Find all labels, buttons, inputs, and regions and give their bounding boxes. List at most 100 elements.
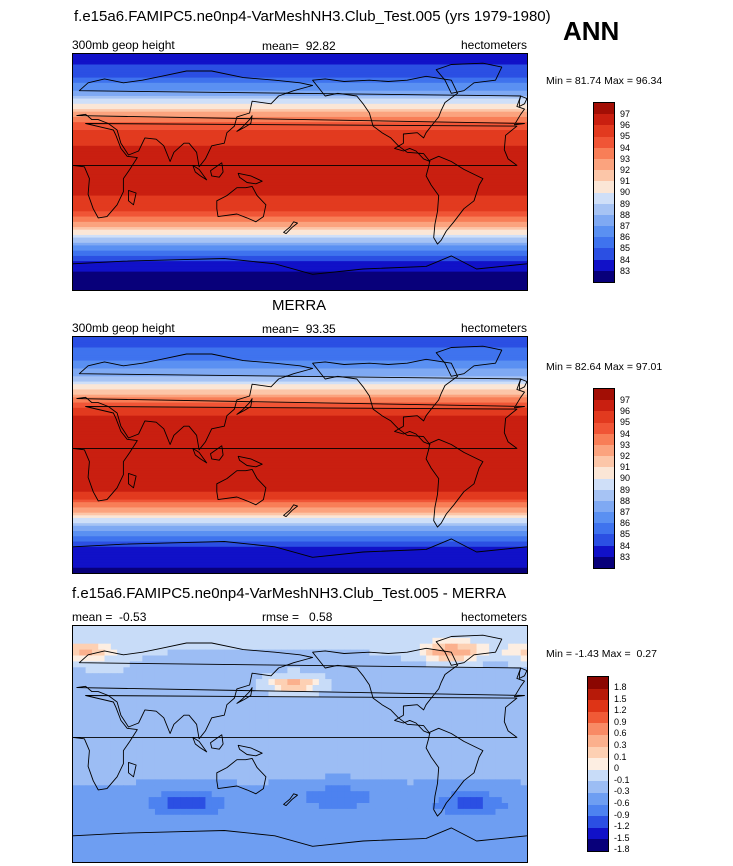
field-cell [344, 785, 352, 792]
field-cell [445, 696, 452, 704]
colorbar-label: 0.9 [614, 716, 627, 727]
field-cell [117, 850, 125, 857]
field-cell [262, 626, 270, 633]
field-cell [161, 826, 169, 834]
field-cell [123, 826, 131, 834]
colorbar-swatch [594, 214, 614, 227]
field-cell [300, 844, 307, 851]
field-band [73, 386, 527, 391]
field-cell [255, 673, 263, 680]
field-cell [205, 850, 213, 857]
field-cell [445, 714, 452, 721]
field-cell [400, 761, 408, 769]
field-cell [337, 643, 345, 651]
field-cell [318, 655, 326, 662]
field-cell [249, 667, 257, 674]
field-cell [331, 773, 339, 780]
field-band [73, 468, 527, 472]
field-band [73, 475, 527, 480]
field-cell [85, 655, 93, 662]
field-cell [281, 814, 288, 822]
field-cell [218, 755, 225, 763]
field-cell [482, 738, 490, 745]
field-cell [445, 808, 452, 816]
field-cell [318, 767, 326, 775]
field-cell [136, 791, 143, 798]
field-cell [98, 732, 106, 739]
field-cell [268, 814, 276, 822]
field-cell [495, 820, 503, 828]
field-cell [501, 856, 509, 862]
field-cell [426, 667, 434, 674]
field-cell [381, 820, 389, 828]
field-cell [199, 832, 207, 839]
field-cell [325, 702, 333, 710]
field-cell [470, 637, 478, 645]
field-cell [451, 696, 459, 704]
field-cell [104, 773, 112, 780]
field-band [73, 337, 527, 341]
field-cell [501, 749, 509, 757]
field-cell [186, 649, 194, 657]
colorbar-swatches [587, 676, 609, 852]
field-cell [413, 797, 421, 804]
field-cell [300, 673, 307, 680]
field-cell [136, 702, 143, 710]
field-cell [180, 643, 188, 651]
field-cell [211, 643, 219, 651]
field-band [73, 132, 527, 136]
field-cell [337, 808, 345, 816]
field-cell [136, 673, 143, 680]
field-cell [123, 649, 131, 657]
field-cell [211, 655, 219, 662]
field-cell [501, 803, 509, 810]
field-cell [167, 808, 175, 816]
field-cell [508, 637, 515, 645]
field-cell [426, 744, 434, 751]
field-cell [167, 696, 175, 704]
field-cell [148, 820, 156, 828]
field-cell [426, 791, 434, 798]
field-cell [457, 667, 465, 674]
field-cell [508, 732, 515, 739]
field-cell [104, 673, 112, 680]
field-cell [268, 850, 276, 857]
field-cell [142, 850, 150, 857]
field-cell [268, 655, 276, 662]
field-cell [508, 738, 515, 745]
field-cell [407, 720, 415, 727]
field-cell [482, 661, 490, 668]
field-cell [350, 844, 358, 851]
field-cell [381, 814, 389, 822]
field-cell [363, 673, 370, 680]
field-cell [262, 667, 270, 674]
field-cell [363, 702, 370, 710]
field-cell [413, 820, 421, 828]
field-cell [375, 797, 383, 804]
field-cell [419, 856, 427, 862]
field-cell [350, 856, 358, 862]
field-cell [476, 749, 484, 757]
field-cell [180, 785, 188, 792]
field-cell [148, 702, 156, 710]
field-cell [224, 797, 232, 804]
field-cell [224, 761, 232, 769]
field-cell [445, 814, 452, 822]
field-cell [331, 667, 339, 674]
field-cell [167, 649, 175, 657]
field-cell [457, 773, 465, 780]
field-cell [236, 696, 244, 704]
field-cell [413, 661, 421, 668]
field-cell [501, 820, 509, 828]
field-cell [350, 767, 358, 775]
field-cell [300, 832, 307, 839]
field-cell [186, 661, 194, 668]
field-cell [514, 667, 522, 674]
field-cell [306, 826, 314, 834]
field-cell [205, 732, 213, 739]
colorbar-label: 84 [620, 254, 631, 265]
field-cell [110, 661, 118, 668]
field-cell [451, 773, 459, 780]
field-cell [312, 761, 320, 769]
field-cell [312, 667, 320, 674]
